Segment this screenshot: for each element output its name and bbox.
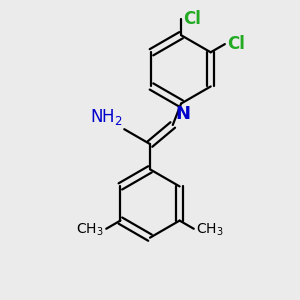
Text: NH$_2$: NH$_2$ xyxy=(90,107,123,127)
Text: Cl: Cl xyxy=(184,10,201,28)
Text: CH$_3$: CH$_3$ xyxy=(196,222,224,238)
Text: CH$_3$: CH$_3$ xyxy=(76,222,104,238)
Text: N: N xyxy=(175,106,190,124)
Text: Cl: Cl xyxy=(227,35,245,53)
